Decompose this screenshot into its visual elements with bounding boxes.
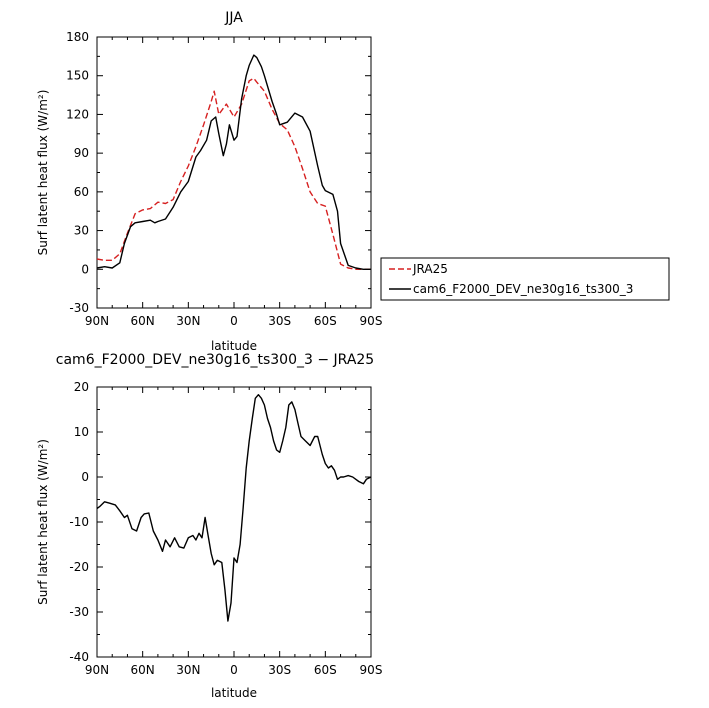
panel-top-xlabel: latitude	[211, 339, 257, 353]
ytick-label: -30	[69, 605, 89, 619]
xtick-label: 30S	[268, 663, 291, 677]
legend-label-cam6: cam6_F2000_DEV_ne30g16_ts300_3	[413, 282, 633, 296]
ytick-label: -30	[69, 301, 89, 315]
xtick-label: 60N	[131, 663, 155, 677]
xtick-label: 0	[230, 314, 238, 328]
ytick-label: 0	[81, 470, 89, 484]
ytick-label: -10	[69, 515, 89, 529]
panel-top-title: JJA	[224, 10, 243, 26]
xtick-label: 90S	[360, 314, 383, 328]
xtick-label: 90N	[85, 663, 109, 677]
ytick-label: -40	[69, 650, 89, 664]
xtick-label: 60S	[314, 663, 337, 677]
panel-bottom: cam6_F2000_DEV_ne30g16_ts300_3 − JRA25 l…	[36, 352, 382, 700]
ytick-label: 60	[74, 185, 89, 199]
xtick-label: 90N	[85, 314, 109, 328]
panel-bottom-xlabel: latitude	[211, 686, 257, 700]
panel-bottom-title: cam6_F2000_DEV_ne30g16_ts300_3 − JRA25	[56, 352, 374, 368]
xtick-label: 60N	[131, 314, 155, 328]
panel-top: JJA latitude Surf latent heat flux (W/m²…	[36, 10, 382, 353]
xtick-label: 30S	[268, 314, 291, 328]
legend-label-jra25: JRA25	[412, 262, 448, 276]
ytick-label: 90	[74, 146, 89, 160]
series-line-top-0	[96, 77, 371, 270]
ytick-label: 120	[66, 107, 89, 121]
xtick-label: 30N	[176, 663, 200, 677]
ytick-label: 150	[66, 69, 89, 83]
legend: JRA25 cam6_F2000_DEV_ne30g16_ts300_3	[380, 257, 670, 301]
plot-frame-bottom	[96, 386, 372, 658]
ytick-label: -20	[69, 560, 89, 574]
ytick-label: 10	[74, 425, 89, 439]
xtick-label: 30N	[176, 314, 200, 328]
series-line-top-1	[96, 54, 371, 270]
panel-top-ylabel: Surf latent heat flux (W/m²)	[36, 90, 50, 256]
series-line-bottom-0	[96, 394, 372, 622]
xtick-label: 0	[230, 663, 238, 677]
xtick-label: 60S	[314, 314, 337, 328]
xtick-label: 90S	[360, 663, 383, 677]
legend-box	[380, 257, 670, 301]
panel-bottom-ylabel: Surf latent heat flux (W/m²)	[36, 439, 50, 605]
ytick-label: 0	[81, 262, 89, 276]
ytick-label: 180	[66, 30, 89, 44]
ytick-label: 30	[74, 224, 89, 238]
ytick-label: 20	[74, 380, 89, 394]
plot-frame-top	[96, 36, 372, 309]
